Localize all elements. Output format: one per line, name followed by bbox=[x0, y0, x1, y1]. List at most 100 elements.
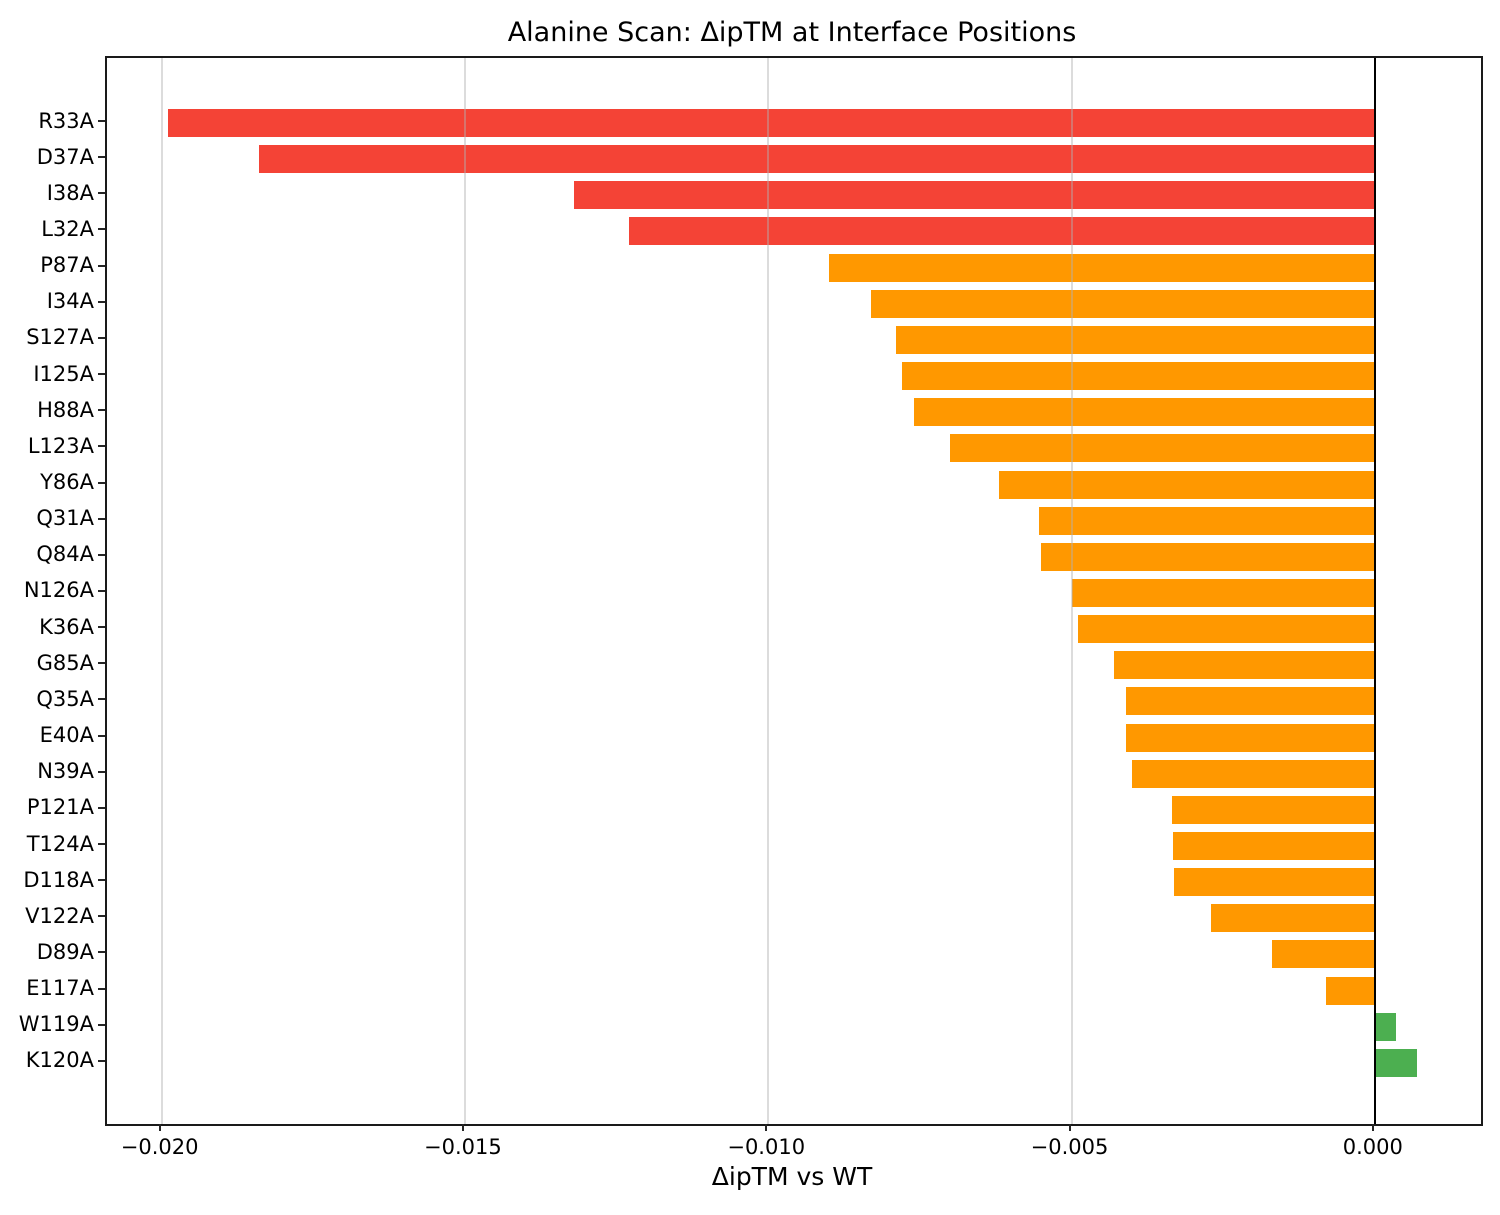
y-tick-label-Q35A: Q35A bbox=[36, 686, 94, 711]
bar-H88A bbox=[913, 398, 1375, 427]
y-tick-label-W119A: W119A bbox=[18, 1012, 94, 1037]
y-tick-mark-L32A bbox=[98, 228, 105, 231]
x-tick-mark-−0.010 bbox=[765, 1124, 768, 1131]
y-tick-mark-G85A bbox=[98, 662, 105, 665]
y-tick-mark-E117A bbox=[98, 987, 105, 990]
y-tick-label-T124A: T124A bbox=[26, 831, 94, 856]
y-tick-mark-Y86A bbox=[98, 481, 105, 484]
y-tick-label-Q31A: Q31A bbox=[36, 506, 94, 531]
bar-G85A bbox=[1113, 651, 1375, 680]
bar-I125A bbox=[901, 362, 1375, 391]
y-tick-label-S127A: S127A bbox=[26, 325, 94, 350]
y-tick-label-D118A: D118A bbox=[23, 867, 94, 892]
y-tick-mark-H88A bbox=[98, 409, 105, 412]
bar-K36A bbox=[1077, 615, 1375, 644]
bar-T124A bbox=[1172, 832, 1375, 860]
gridline-−0.015 bbox=[463, 58, 466, 1124]
y-tick-mark-I125A bbox=[98, 373, 105, 376]
bar-P121A bbox=[1171, 795, 1375, 824]
y-tick-label-E40A: E40A bbox=[39, 723, 94, 748]
y-tick-mark-S127A bbox=[98, 336, 105, 339]
bar-R33A bbox=[167, 109, 1375, 137]
y-tick-mark-Q35A bbox=[98, 698, 105, 701]
y-tick-mark-K120A bbox=[98, 1059, 105, 1062]
bar-E40A bbox=[1126, 723, 1375, 752]
bar-S127A bbox=[895, 325, 1375, 354]
gridline-−0.010 bbox=[767, 58, 770, 1124]
plot-area bbox=[105, 56, 1483, 1126]
y-tick-mark-Q84A bbox=[98, 553, 105, 556]
y-tick-mark-D89A bbox=[98, 951, 105, 954]
y-tick-label-K36A: K36A bbox=[39, 614, 94, 639]
y-tick-mark-Q31A bbox=[98, 517, 105, 520]
y-tick-label-G85A: G85A bbox=[36, 650, 94, 675]
y-tick-mark-T124A bbox=[98, 843, 105, 845]
gridline-−0.005 bbox=[1070, 58, 1073, 1124]
bar-W119A bbox=[1374, 1012, 1397, 1041]
y-tick-mark-W119A bbox=[98, 1023, 105, 1026]
bar-L32A bbox=[628, 217, 1375, 246]
y-tick-label-R33A: R33A bbox=[38, 108, 94, 133]
y-tick-mark-L123A bbox=[98, 445, 105, 448]
y-tick-label-P121A: P121A bbox=[26, 795, 94, 820]
gridline-−0.020 bbox=[160, 58, 163, 1124]
x-tick-label-−0.005: −0.005 bbox=[1030, 1135, 1109, 1159]
y-tick-mark-D37A bbox=[98, 156, 105, 159]
bar-K120A bbox=[1374, 1048, 1418, 1077]
x-tick-label-−0.020: −0.020 bbox=[120, 1135, 199, 1159]
x-tick-label-−0.010: −0.010 bbox=[727, 1135, 806, 1159]
y-tick-mark-E40A bbox=[98, 734, 105, 737]
y-tick-mark-N126A bbox=[98, 589, 105, 592]
y-tick-mark-P121A bbox=[98, 806, 105, 809]
bar-N39A bbox=[1132, 759, 1375, 788]
y-tick-label-V122A: V122A bbox=[25, 903, 94, 928]
bar-D37A bbox=[258, 145, 1375, 174]
bar-I38A bbox=[574, 181, 1375, 210]
bar-E117A bbox=[1326, 976, 1375, 1005]
y-tick-mark-N39A bbox=[98, 770, 105, 773]
bar-P87A bbox=[828, 253, 1375, 282]
x-tick-label-0.000: 0.000 bbox=[1342, 1135, 1403, 1159]
chart-title: Alanine Scan: ΔipTM at Interface Positio… bbox=[507, 17, 1077, 48]
y-tick-label-I34A: I34A bbox=[46, 289, 94, 314]
y-tick-label-N126A: N126A bbox=[23, 578, 94, 603]
y-tick-label-Q84A: Q84A bbox=[36, 542, 94, 567]
bar-N126A bbox=[1071, 578, 1375, 607]
bar-V122A bbox=[1211, 904, 1375, 933]
y-tick-label-L32A: L32A bbox=[41, 216, 94, 241]
bar-Y86A bbox=[998, 470, 1375, 499]
y-tick-label-H88A: H88A bbox=[37, 397, 94, 422]
y-tick-label-Y86A: Y86A bbox=[40, 470, 94, 494]
y-tick-mark-I38A bbox=[98, 192, 105, 195]
y-tick-mark-P87A bbox=[98, 264, 105, 267]
x-tick-mark-−0.015 bbox=[461, 1124, 464, 1131]
y-tick-mark-K36A bbox=[98, 626, 105, 629]
bar-Q35A bbox=[1125, 687, 1375, 716]
x-tick-mark-−0.005 bbox=[1068, 1124, 1071, 1131]
y-tick-mark-R33A bbox=[98, 120, 105, 122]
y-tick-label-N39A: N39A bbox=[37, 759, 94, 784]
zero-line bbox=[1373, 58, 1376, 1124]
bar-Q31A bbox=[1039, 506, 1375, 535]
x-axis-label: ΔipTM vs WT bbox=[711, 1162, 873, 1191]
y-tick-mark-I34A bbox=[98, 300, 105, 303]
y-tick-label-I38A: I38A bbox=[46, 180, 94, 205]
y-tick-mark-V122A bbox=[98, 915, 105, 918]
y-tick-label-K120A: K120A bbox=[25, 1048, 94, 1073]
x-tick-mark-0.000 bbox=[1371, 1124, 1374, 1131]
bar-D89A bbox=[1271, 940, 1375, 969]
bar-Q84A bbox=[1041, 542, 1375, 571]
y-tick-label-D37A: D37A bbox=[36, 144, 94, 169]
y-tick-label-D89A: D89A bbox=[36, 939, 94, 964]
bar-D118A bbox=[1174, 868, 1375, 897]
y-tick-label-L123A: L123A bbox=[27, 433, 94, 458]
bar-L123A bbox=[950, 434, 1375, 463]
x-tick-label-−0.015: −0.015 bbox=[424, 1135, 502, 1159]
y-tick-label-I125A: I125A bbox=[33, 361, 94, 386]
bar-I34A bbox=[871, 289, 1375, 318]
y-tick-label-P87A: P87A bbox=[40, 253, 94, 278]
y-tick-label-E117A: E117A bbox=[26, 976, 94, 1001]
x-tick-mark-−0.020 bbox=[158, 1124, 161, 1131]
y-tick-mark-D118A bbox=[98, 879, 105, 882]
